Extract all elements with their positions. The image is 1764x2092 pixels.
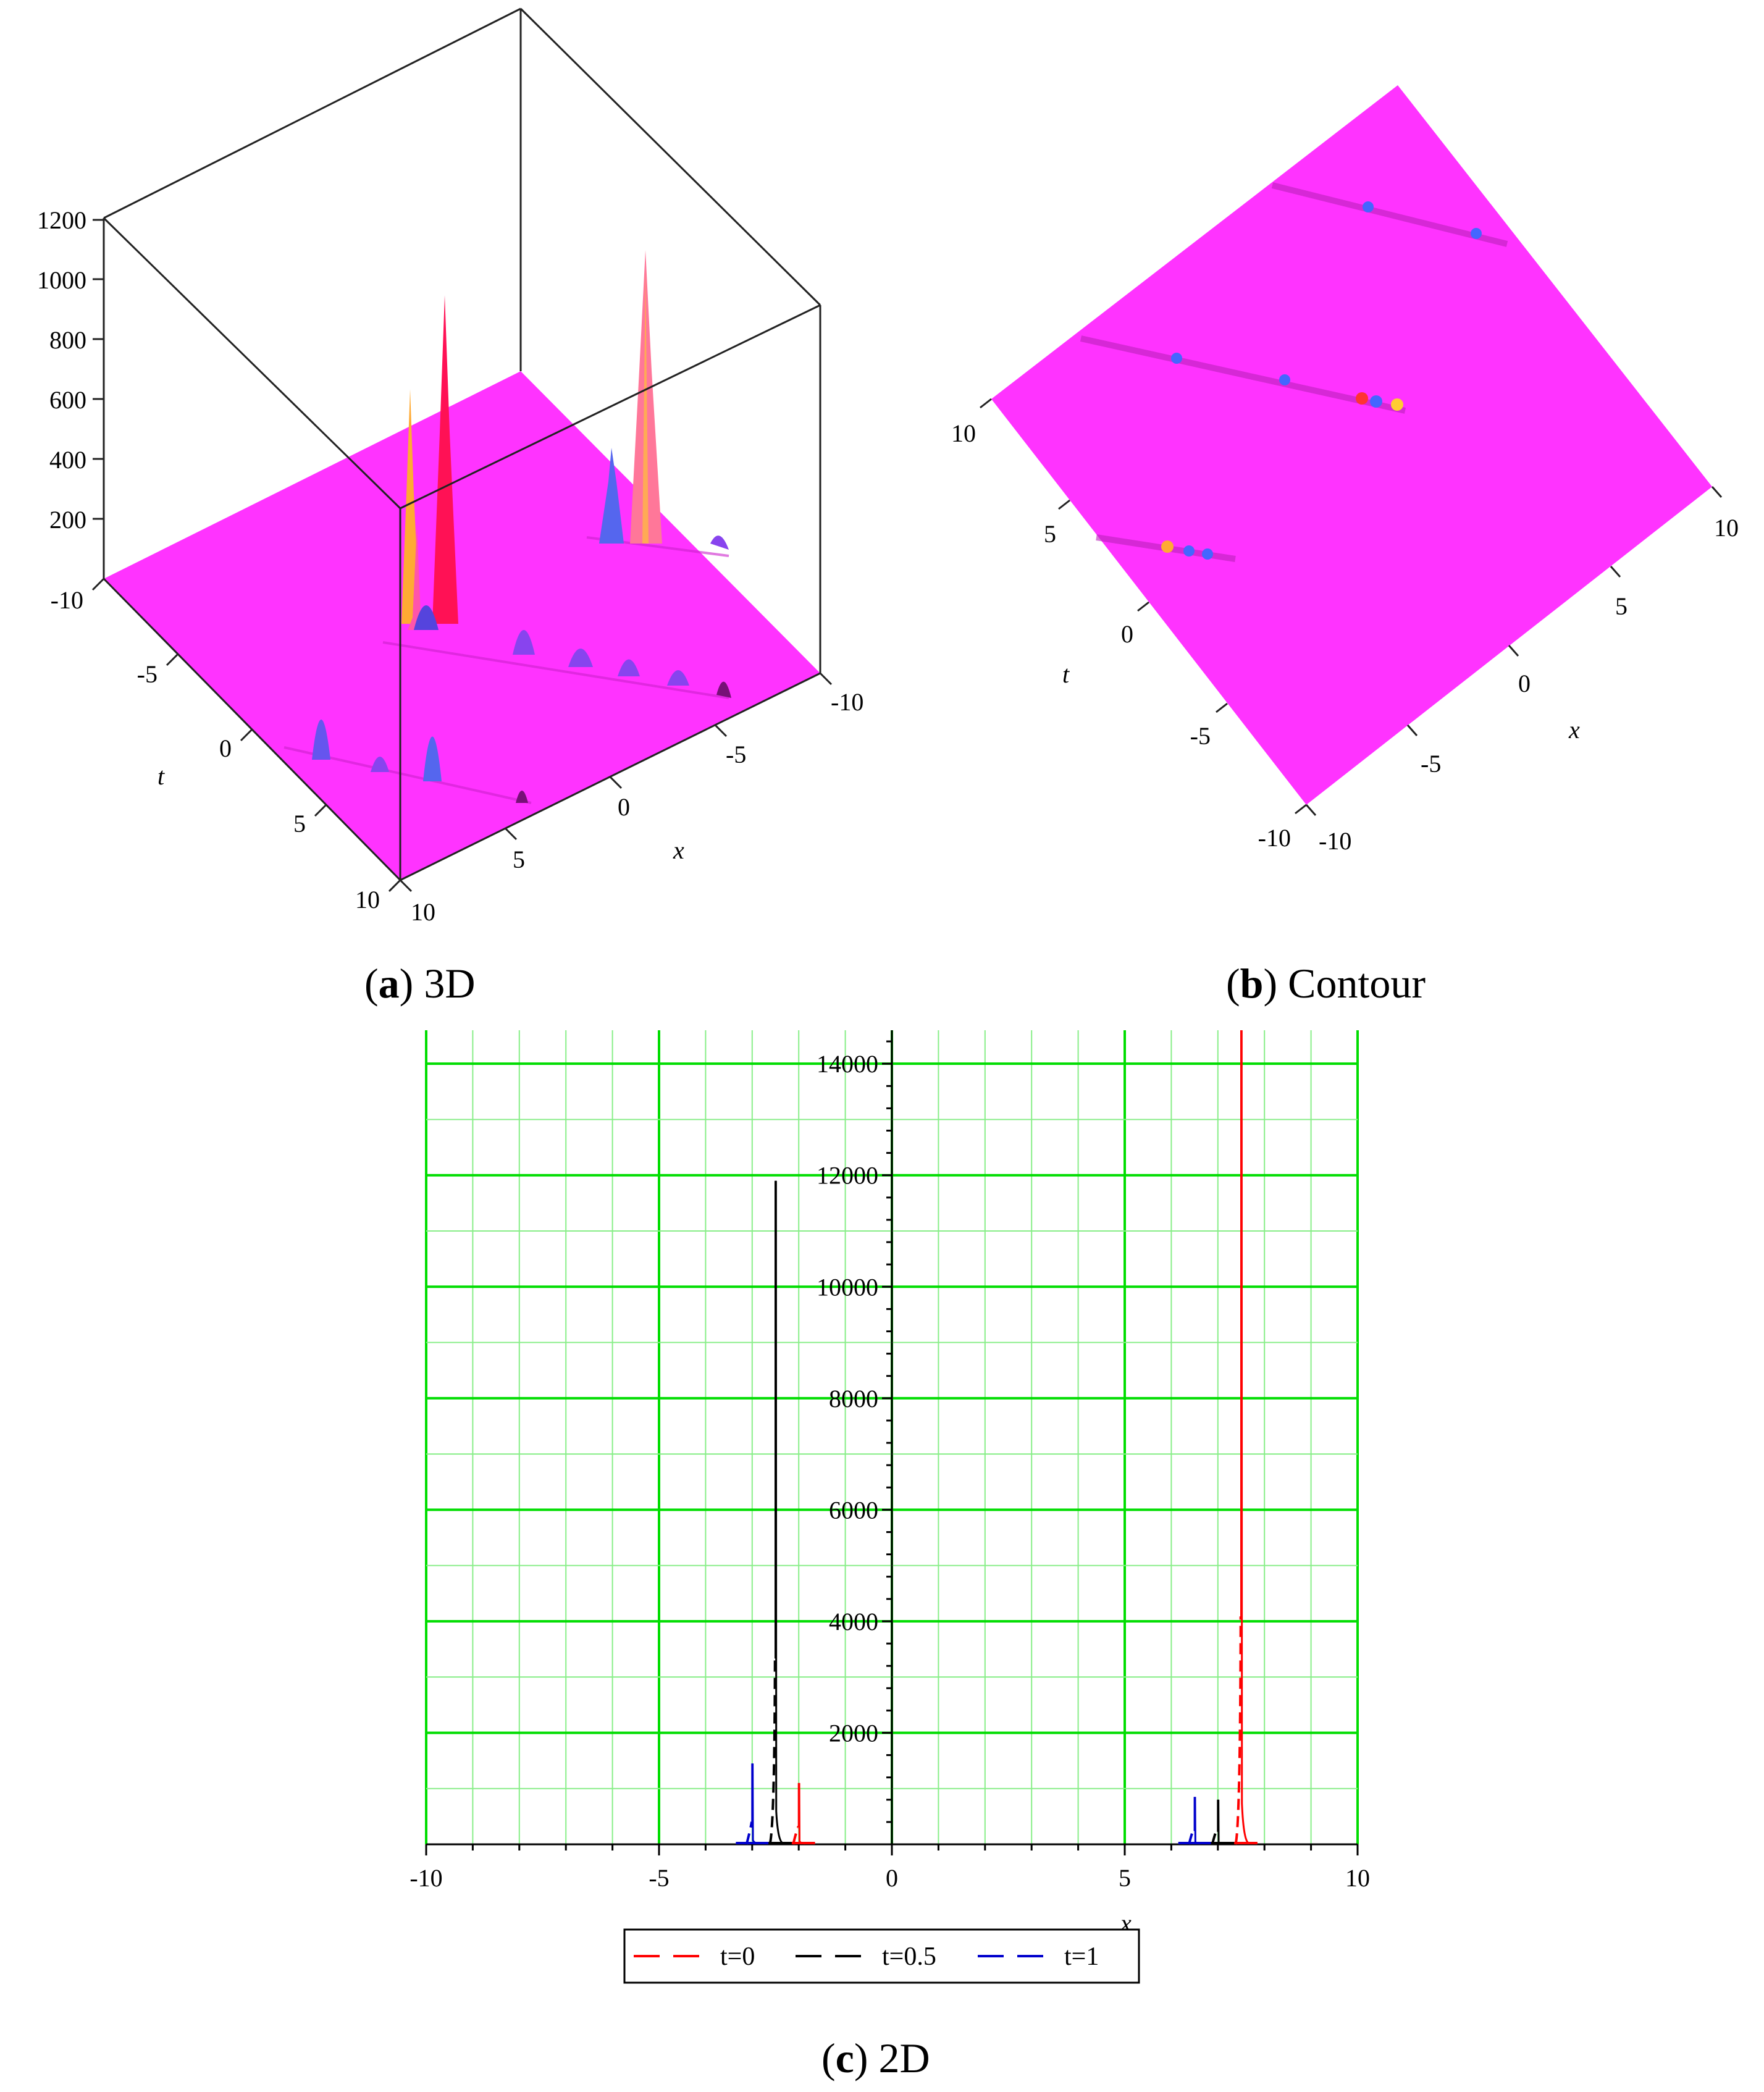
panel-c-2d-plot: -10 -5 0 5 10 2000 4000 6000 8000 10000 12000 14000… <box>410 1030 1370 1937</box>
x-tick-label: 0 <box>886 1864 898 1892</box>
y-tick-label: 6000 <box>829 1496 878 1524</box>
caption-b: (b) Contour <box>1226 960 1426 1007</box>
x-tick-label: 10 <box>1345 1864 1370 1892</box>
z-axis-ticks <box>93 219 104 520</box>
contour-x-tick-label: 5 <box>1615 592 1628 620</box>
caption-b-text: Contour <box>1288 960 1426 1007</box>
x-tick-label: -10 <box>831 688 863 716</box>
contour-t-tick-label: -10 <box>1258 824 1291 852</box>
series-peak-flank <box>768 1658 776 1845</box>
box-frame-back <box>103 7 821 673</box>
legend: t=0 t=0.5 t=1 <box>623 1928 1140 1984</box>
contour-t-tick-label: 10 <box>951 419 976 447</box>
series-peak-flank <box>792 1826 800 1845</box>
caption-c-text: 2D <box>879 2035 930 2081</box>
surface-peaks <box>401 250 662 630</box>
series-peak-tail <box>775 1180 784 1844</box>
panel-b-contour-plot: 10 5 0 -5 -10 t -10 -5 0 5 10 x <box>951 85 1739 855</box>
contour-x-tick-label: 0 <box>1518 670 1531 697</box>
series-peak-tail <box>1217 1799 1227 1845</box>
y-tick-label: 12000 <box>817 1162 878 1190</box>
z-tick-label: 1000 <box>37 266 86 294</box>
z-tick-label: 600 <box>49 386 86 414</box>
contour-x-tick-label: 10 <box>1714 514 1739 542</box>
x-tick-label: -5 <box>726 741 746 768</box>
caption-a-letter: a <box>379 960 400 1007</box>
t-tick-label: -10 <box>51 586 83 614</box>
series-peak-flank <box>745 1821 754 1845</box>
x-tick-label: 5 <box>513 846 525 873</box>
x-axis-label: x <box>673 836 684 864</box>
x-axis-ticks <box>399 672 833 893</box>
y-tick-label: 2000 <box>829 1719 878 1747</box>
caption-c: (c) 2D <box>821 2035 930 2081</box>
panel-a-3d-plot: 1200 1000 800 600 400 200 -10 -5 0 5 10 … <box>37 7 863 926</box>
contour-plane <box>991 85 1712 805</box>
surface-bumps <box>312 536 731 803</box>
legend-label: t=0.5 <box>882 1943 936 1971</box>
x-tick-label: 0 <box>618 793 630 821</box>
contour-t-tick-label: -5 <box>1190 722 1211 750</box>
z-tick-label: 1200 <box>37 206 86 234</box>
y-tick-label: 8000 <box>829 1385 878 1413</box>
t-tick-label: -5 <box>137 660 158 688</box>
z-tick-label: 200 <box>49 506 86 534</box>
y-tick-label: 4000 <box>829 1608 878 1636</box>
caption-a-text: 3D <box>424 960 475 1007</box>
caption-a: (a) 3D <box>364 960 475 1007</box>
series-peak-flank <box>1188 1828 1196 1845</box>
series-peak-flank <box>1211 1829 1219 1845</box>
contour-x-tick-label: -5 <box>1421 750 1441 778</box>
contour-t-ticks <box>980 398 1307 815</box>
plot-series <box>736 1030 1258 1845</box>
x-tick-label: -10 <box>410 1864 442 1892</box>
series-t=0 <box>782 1030 1258 1845</box>
t-axis-ticks <box>91 578 401 893</box>
contour-x-ticks <box>1305 486 1723 816</box>
legend-label: t=0 <box>720 1943 755 1971</box>
z-tick-label: 800 <box>49 326 86 354</box>
y-tick-label: 10000 <box>817 1273 878 1301</box>
caption-c-letter: c <box>836 2035 854 2081</box>
series-peak-tail <box>798 1783 808 1845</box>
contour-t-tick-label: 5 <box>1044 520 1056 548</box>
surface-plane <box>104 371 820 880</box>
plot-tick-labels: -10 -5 0 5 10 2000 4000 6000 8000 10000 12000 14000 <box>410 1050 1370 1892</box>
t-axis-label: t <box>158 762 165 790</box>
t-tick-label: 10 <box>355 886 380 914</box>
series-t=0.5 <box>759 1180 1235 1845</box>
series-peak-tail <box>1194 1797 1203 1845</box>
t-tick-label: 0 <box>219 734 232 762</box>
y-tick-label: 14000 <box>817 1050 878 1078</box>
x-tick-label: -5 <box>649 1864 669 1892</box>
x-tick-label: 5 <box>1119 1864 1131 1892</box>
series-t=1 <box>736 1763 1211 1845</box>
series-peak-flank <box>1234 1616 1242 1845</box>
contour-streaks <box>1080 182 1508 562</box>
series-peak-tail <box>1240 1030 1250 1844</box>
caption-b-letter: b <box>1240 960 1264 1007</box>
series-peak-tail <box>752 1763 761 1844</box>
t-tick-label: 5 <box>293 810 306 838</box>
contour-t-tick-label: 0 <box>1121 620 1133 648</box>
x-tick-label: 10 <box>411 898 435 926</box>
contour-x-axis-label: x <box>1568 716 1580 744</box>
contour-t-axis-label: t <box>1062 660 1070 688</box>
contour-x-tick-label: -10 <box>1319 827 1351 855</box>
z-tick-label: 400 <box>49 446 86 474</box>
legend-label: t=1 <box>1064 1943 1099 1971</box>
